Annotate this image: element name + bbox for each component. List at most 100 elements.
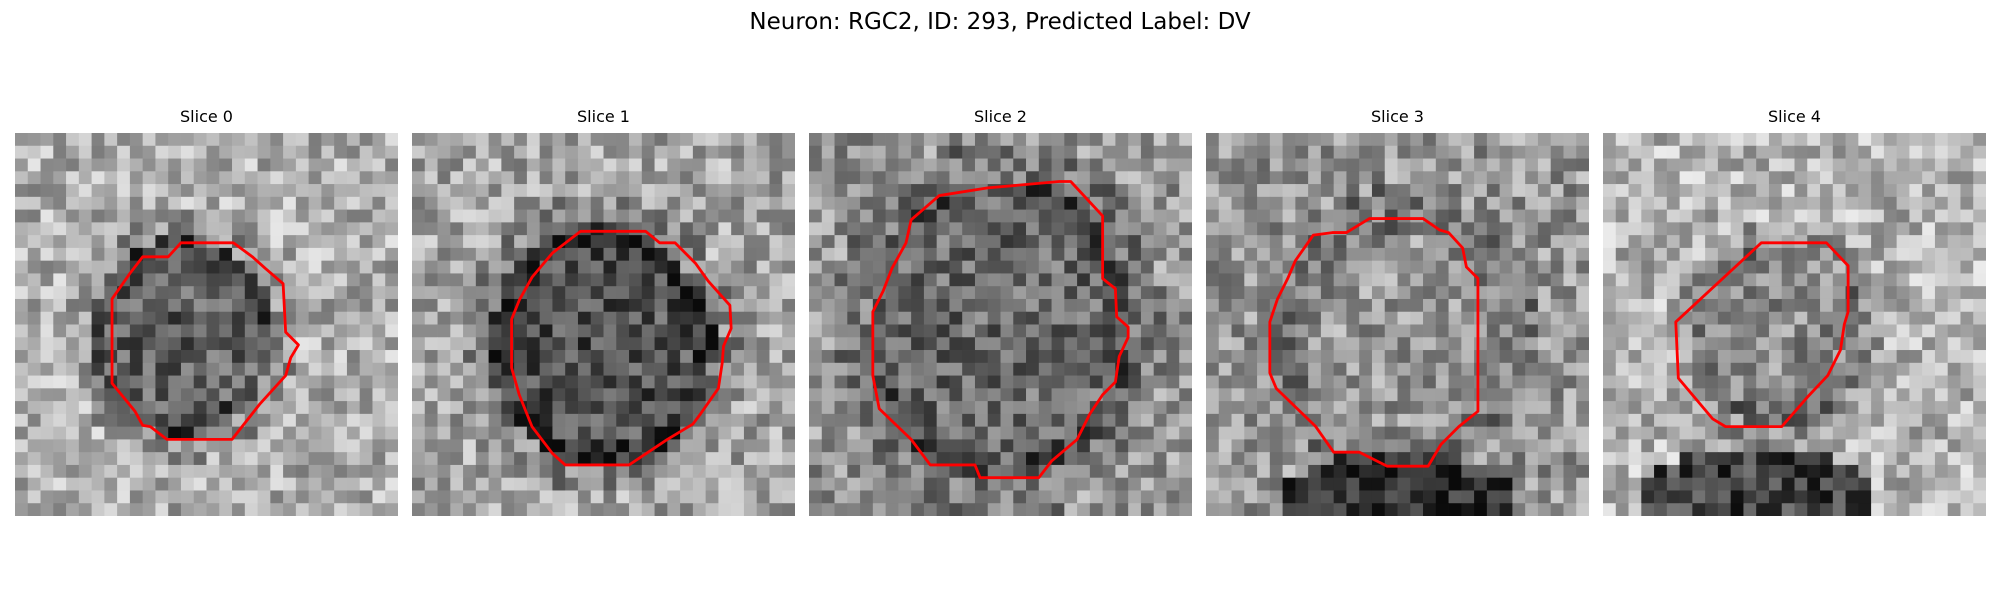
image-pixel (1743, 452, 1757, 466)
image-pixel (1346, 311, 1360, 325)
image-pixel (629, 247, 643, 262)
image-pixel (1537, 235, 1552, 249)
image-pixel (1320, 401, 1335, 415)
image-pixel (78, 133, 92, 147)
image-pixel (552, 375, 566, 389)
image-pixel (1832, 503, 1846, 516)
image-pixel (1461, 209, 1475, 223)
image-pixel (257, 298, 271, 313)
image-pixel (1666, 298, 1680, 313)
image-pixel (1717, 439, 1732, 453)
image-pixel (475, 235, 489, 249)
image-pixel (911, 426, 925, 440)
image-pixel (1807, 477, 1821, 491)
image-pixel (1218, 260, 1232, 274)
image-pixel (1423, 477, 1437, 491)
image-pixel (1140, 235, 1155, 249)
image-pixel (1896, 324, 1910, 338)
image-pixel (1525, 133, 1539, 147)
image-pixel (590, 133, 604, 147)
image-pixel (412, 260, 426, 274)
image-pixel (769, 273, 783, 287)
image-pixel (1474, 298, 1488, 313)
image-pixel (1641, 298, 1655, 313)
image-pixel (1000, 401, 1014, 415)
image-pixel (1153, 452, 1167, 466)
image-pixel (1679, 247, 1693, 262)
image-pixel (1461, 196, 1475, 210)
image-pixel (590, 209, 604, 223)
image-pixel (1858, 452, 1872, 466)
image-pixel (1960, 464, 1974, 479)
image-pixel (66, 490, 80, 504)
image-pixel (1576, 413, 1589, 428)
image-pixel (705, 464, 719, 479)
image-pixel (809, 413, 823, 428)
image-pixel (641, 337, 655, 351)
image-pixel (1295, 171, 1309, 185)
image-pixel (743, 464, 758, 479)
image-pixel (847, 184, 861, 198)
image-pixel (1013, 401, 1027, 415)
image-pixel (936, 158, 950, 172)
image-pixel (1486, 350, 1501, 364)
image-pixel (692, 196, 707, 210)
image-pixel (692, 298, 707, 313)
image-pixel (1550, 133, 1564, 147)
image-pixel (1486, 337, 1501, 351)
image-pixel (488, 184, 502, 198)
image-pixel (129, 235, 144, 249)
image-pixel (936, 362, 950, 376)
image-pixel (1218, 413, 1232, 428)
image-pixel (1346, 184, 1360, 198)
image-pixel (180, 337, 195, 351)
image-pixel (1615, 298, 1629, 313)
image-pixel (616, 477, 630, 491)
image-pixel (756, 298, 770, 313)
image-pixel (1692, 273, 1706, 287)
image-pixel (1026, 184, 1040, 198)
image-pixel (1026, 337, 1040, 351)
image-pixel (1934, 196, 1949, 210)
image-pixel (987, 350, 1001, 364)
image-pixel (898, 145, 912, 159)
image-pixel (847, 464, 861, 479)
image-pixel (1717, 247, 1732, 262)
image-pixel (1346, 133, 1360, 147)
image-pixel (193, 298, 207, 313)
image-pixel (1525, 388, 1539, 402)
image-pixel (526, 452, 541, 466)
image-pixel (577, 477, 592, 491)
image-pixel (501, 145, 515, 159)
image-pixel (603, 222, 617, 236)
image-pixel (450, 375, 464, 389)
image-pixel (1922, 196, 1936, 210)
image-pixel (1654, 158, 1668, 172)
image-pixel (1486, 388, 1501, 402)
image-pixel (1563, 490, 1577, 504)
image-pixel (539, 209, 553, 223)
image-pixel (1231, 260, 1245, 274)
image-pixel (1218, 337, 1232, 351)
image-pixel (1973, 247, 1986, 262)
image-pixel (1641, 362, 1655, 376)
image-pixel (1717, 388, 1732, 402)
image-pixel (756, 171, 770, 185)
image-pixel (654, 286, 668, 300)
image-pixel (680, 388, 694, 402)
image-pixel (911, 311, 925, 325)
image-pixel (1909, 235, 1923, 249)
image-pixel (270, 133, 284, 147)
image-pixel (641, 196, 655, 210)
image-pixel (1371, 133, 1386, 147)
image-pixel (1512, 158, 1526, 172)
image-pixel (321, 362, 335, 376)
image-pixel (962, 503, 976, 516)
image-pixel (847, 260, 861, 274)
slice-title: Slice 0 (180, 107, 233, 126)
image-pixel (731, 311, 745, 325)
image-pixel (1781, 350, 1795, 364)
image-pixel (565, 464, 579, 479)
image-pixel (769, 362, 783, 376)
image-pixel (1257, 235, 1271, 249)
